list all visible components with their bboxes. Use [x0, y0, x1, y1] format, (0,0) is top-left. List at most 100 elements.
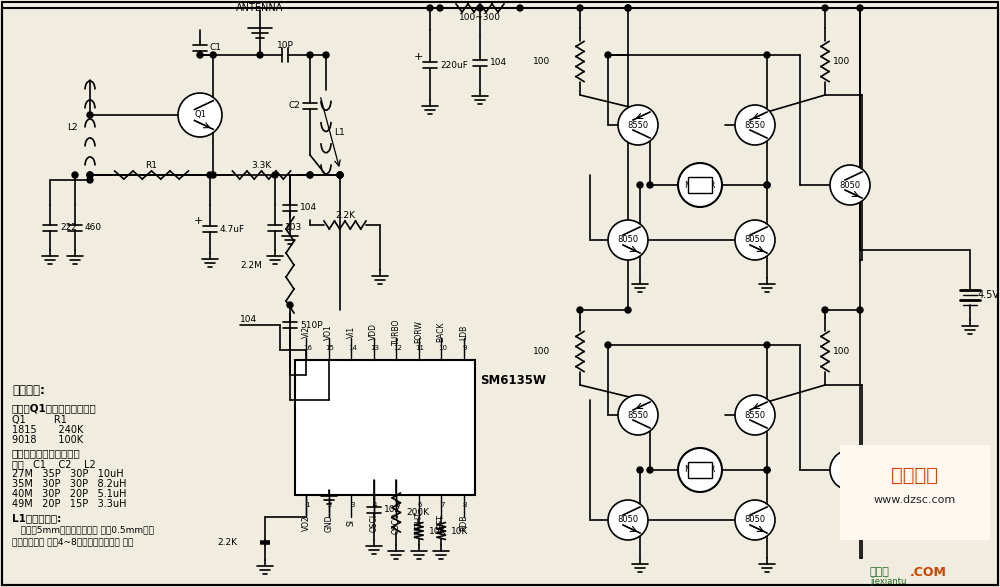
- Text: RIGHT: RIGHT: [414, 511, 423, 535]
- Text: 1815       240K: 1815 240K: [12, 425, 83, 435]
- Text: MOTOR: MOTOR: [684, 465, 716, 474]
- Circle shape: [87, 112, 93, 118]
- Text: 100~300: 100~300: [459, 14, 501, 22]
- Text: 8550: 8550: [627, 120, 649, 130]
- Text: 104: 104: [490, 58, 507, 67]
- Circle shape: [857, 5, 863, 11]
- Text: 在直径5mm，带磁芯的骨架 上用0.5mm直径: 在直径5mm，带磁芯的骨架 上用0.5mm直径: [12, 525, 154, 535]
- Text: 维库一下: 维库一下: [892, 465, 938, 484]
- Text: Q1: Q1: [194, 110, 206, 120]
- Text: 100: 100: [533, 57, 550, 66]
- Text: VDD: VDD: [369, 323, 378, 340]
- Text: 1: 1: [305, 502, 310, 508]
- Circle shape: [178, 93, 222, 137]
- Circle shape: [678, 448, 722, 492]
- Text: 2.2K: 2.2K: [217, 538, 237, 547]
- Bar: [688, 177, 712, 193]
- Text: 8550: 8550: [627, 410, 649, 420]
- Text: LEFT: LEFT: [437, 514, 446, 532]
- Circle shape: [197, 52, 203, 58]
- Circle shape: [337, 172, 343, 178]
- Circle shape: [577, 5, 583, 11]
- Text: LDB: LDB: [459, 325, 468, 340]
- Text: VO2: VO2: [302, 515, 311, 531]
- Text: 100: 100: [833, 347, 850, 356]
- Bar: [688, 462, 712, 478]
- Circle shape: [517, 5, 523, 11]
- Text: 8050: 8050: [839, 180, 861, 190]
- Text: 9: 9: [462, 345, 467, 351]
- Circle shape: [764, 52, 770, 58]
- Text: Vi1: Vi1: [347, 326, 356, 338]
- Circle shape: [637, 467, 643, 473]
- Text: SI: SI: [347, 519, 356, 527]
- Text: 49M   20P   15P   3.3uH: 49M 20P 15P 3.3uH: [12, 499, 126, 509]
- Text: 460: 460: [85, 223, 102, 232]
- Text: R1: R1: [146, 161, 158, 170]
- Circle shape: [678, 163, 722, 207]
- Circle shape: [822, 5, 828, 11]
- Text: www.dzsc.com: www.dzsc.com: [874, 495, 956, 505]
- Text: 10: 10: [438, 345, 447, 351]
- Text: 100: 100: [533, 347, 550, 356]
- Text: 接线图: 接线图: [870, 567, 890, 577]
- Text: 6: 6: [418, 502, 422, 508]
- Text: OSCO: OSCO: [392, 512, 401, 534]
- Text: 的漆包线密集 缠绕4~8圈，根据频率适当 增减: 的漆包线密集 缠绕4~8圈，根据频率适当 增减: [12, 538, 133, 546]
- Text: FORW: FORW: [414, 321, 423, 343]
- Circle shape: [427, 5, 433, 11]
- Circle shape: [764, 467, 770, 473]
- Text: 4.5V: 4.5V: [978, 290, 1000, 300]
- Text: jiexiantu: jiexiantu: [870, 578, 906, 586]
- Text: GND: GND: [324, 514, 333, 532]
- Circle shape: [210, 52, 216, 58]
- Text: +: +: [413, 52, 423, 62]
- Circle shape: [307, 172, 313, 178]
- Circle shape: [608, 220, 648, 260]
- Text: 2.2K: 2.2K: [335, 211, 355, 221]
- Circle shape: [618, 105, 658, 145]
- Text: MOTOR: MOTOR: [684, 180, 716, 190]
- Circle shape: [764, 342, 770, 348]
- Circle shape: [764, 467, 770, 473]
- Circle shape: [625, 5, 631, 11]
- Text: 15: 15: [325, 345, 334, 351]
- Text: BACK: BACK: [437, 322, 446, 342]
- Text: +: +: [193, 216, 203, 226]
- Circle shape: [605, 342, 611, 348]
- Text: VO1: VO1: [324, 324, 333, 340]
- Text: L1: L1: [334, 128, 345, 137]
- Circle shape: [307, 172, 313, 178]
- Text: 频率   C1    C2    L2: 频率 C1 C2 L2: [12, 459, 96, 469]
- Text: C1: C1: [209, 43, 221, 52]
- Circle shape: [735, 220, 775, 260]
- Text: 8050: 8050: [744, 515, 766, 525]
- Text: 16: 16: [303, 345, 312, 351]
- Text: 35M   30P   30P   8.2uH: 35M 30P 30P 8.2uH: [12, 479, 126, 489]
- Text: 8550: 8550: [744, 120, 766, 130]
- Text: 三极管Q1和偏置电阻的选择: 三极管Q1和偏置电阻的选择: [12, 403, 97, 413]
- Text: SM6135W: SM6135W: [480, 373, 546, 386]
- Circle shape: [830, 165, 870, 205]
- Circle shape: [618, 395, 658, 435]
- Circle shape: [207, 172, 213, 178]
- Circle shape: [577, 307, 583, 313]
- Circle shape: [857, 307, 863, 313]
- Text: 222: 222: [60, 223, 77, 232]
- Text: 40M   30P   20P   5.1uH: 40M 30P 20P 5.1uH: [12, 489, 126, 499]
- Circle shape: [307, 52, 313, 58]
- Circle shape: [625, 5, 631, 11]
- Text: 8550: 8550: [744, 410, 766, 420]
- Text: L2: L2: [67, 123, 78, 132]
- Text: 13: 13: [370, 345, 379, 351]
- Text: C2: C2: [288, 102, 300, 110]
- Text: 8050: 8050: [617, 235, 639, 245]
- Text: 103: 103: [285, 223, 302, 232]
- Text: 100: 100: [833, 57, 850, 66]
- Text: 3.3K: 3.3K: [251, 161, 272, 170]
- Text: 10K: 10K: [451, 527, 469, 535]
- Text: 8050: 8050: [617, 515, 639, 525]
- Text: 8050: 8050: [744, 235, 766, 245]
- Text: 102: 102: [384, 505, 401, 514]
- Text: 510P: 510P: [300, 321, 323, 329]
